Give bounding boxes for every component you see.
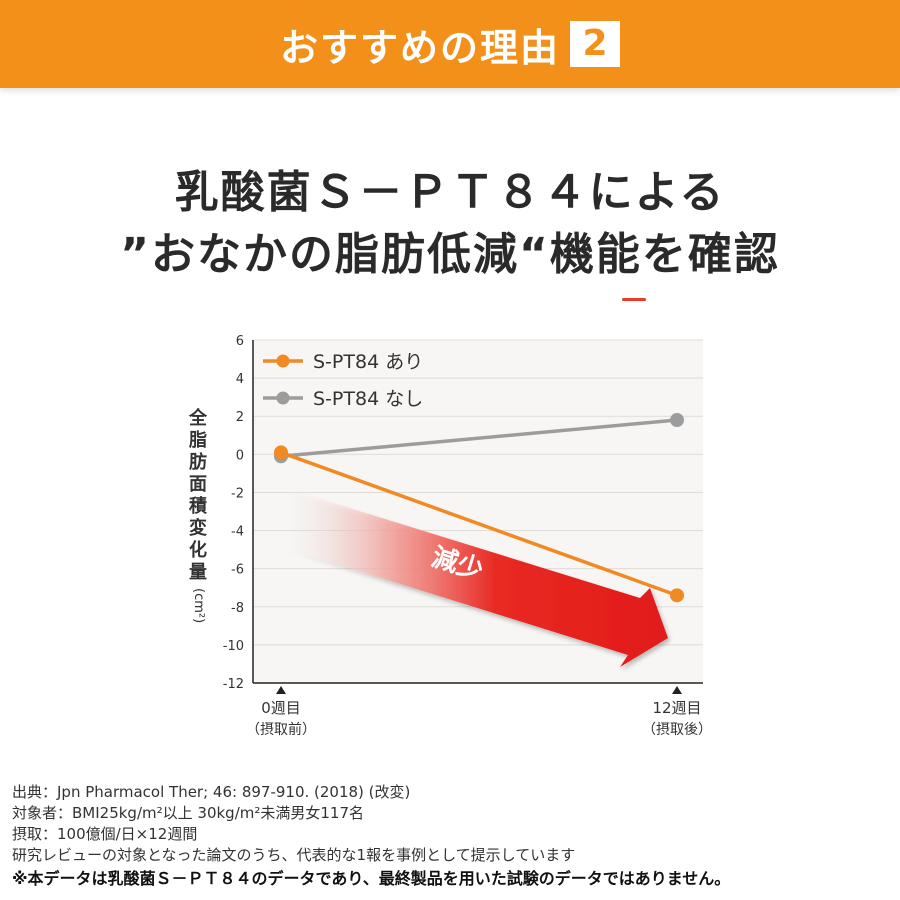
legend-swatch-marker <box>276 354 290 368</box>
y-axis-label: 全 脂 肪 面 積 変 化 量 (cm²) <box>186 408 210 623</box>
y-label-char: 面 <box>189 474 207 495</box>
x-tick-sublabel: （摂取後） <box>642 722 712 738</box>
y-label-char: 全 <box>189 408 207 429</box>
note-warning: ※本データは乳酸菌Ｓ－ＰＴ８４のデータであり、最終製品を用いた試験のデータではあ… <box>12 869 731 888</box>
x-tick-marker <box>276 686 286 694</box>
note-source: 出典：Jpn Pharmacol Ther; 46: 897-910. (201… <box>12 783 411 801</box>
header-banner: おすすめの理由 2 <box>0 0 900 88</box>
data-point-0-1 <box>670 588 684 603</box>
y-tick-label: -8 <box>231 601 244 616</box>
banner-title: おすすめの理由 <box>279 25 560 70</box>
y-tick-label: -6 <box>231 563 244 578</box>
legend-label: S-PT84 あり <box>313 351 423 373</box>
y-label-char: 化 <box>189 540 207 561</box>
headline-line2: ”おなかの脂肪低減“機能を確認 <box>120 229 780 280</box>
note-review: 研究レビューの対象となった論文のうち、代表的な1報を事例として提示しています <box>12 846 576 864</box>
y-label-char: 積 <box>189 496 207 517</box>
y-tick-label: 6 <box>236 334 244 349</box>
y-tick-label: 2 <box>236 410 244 425</box>
headline: 乳酸菌Ｓ－ＰＴ８４による ”おなかの脂肪低減“機能を確認 <box>0 162 900 286</box>
legend-label: S-PT84 なし <box>313 388 423 410</box>
data-point-1-1 <box>670 413 684 428</box>
x-tick-sublabel: （摂取前） <box>246 721 316 738</box>
note-intake: 摂取：100億個/日×12週間 <box>12 825 198 843</box>
decrease-arrow <box>285 488 668 667</box>
y-tick-label: -2 <box>231 486 244 501</box>
x-tick-marker <box>672 686 682 694</box>
footnotes: 出典：Jpn Pharmacol Ther; 46: 897-910. (201… <box>12 782 892 889</box>
x-tick-label: 12週目 <box>652 699 701 717</box>
series-line-0 <box>280 450 678 597</box>
x-tick-label: 0週目 <box>261 699 301 717</box>
series-line-1 <box>280 418 678 458</box>
data-point-0-0 <box>274 445 288 460</box>
accent-line <box>622 298 646 301</box>
y-label-char: 変 <box>189 518 207 539</box>
y-label-unit: (cm²) <box>191 588 206 624</box>
headline-line1: 乳酸菌Ｓ－ＰＴ８４による <box>174 167 726 218</box>
legend-swatch-marker <box>276 391 290 405</box>
y-label-char: 量 <box>189 562 207 583</box>
legend: S-PT84 あり S-PT84 なし <box>263 351 423 410</box>
y-tick-label: 4 <box>236 372 244 387</box>
y-tick-label: -12 <box>223 677 244 692</box>
y-tick-labels: 6 4 2 0 -2 -4 -6 -8 -10 -12 <box>223 334 244 692</box>
y-label-char: 脂 <box>189 430 207 451</box>
banner-badge: 2 <box>570 21 620 67</box>
y-tick-label: 0 <box>236 448 244 463</box>
y-tick-label: -4 <box>231 525 244 540</box>
series-layer <box>274 413 684 603</box>
y-tick-label: -10 <box>223 639 244 654</box>
x-axis: 0週目 （摂取前） 12週目 （摂取後） <box>246 686 712 738</box>
y-label-char: 肪 <box>189 452 207 473</box>
note-subjects: 対象者：BMI25kg/m²以上 30kg/m²未満男女117名 <box>12 804 365 822</box>
